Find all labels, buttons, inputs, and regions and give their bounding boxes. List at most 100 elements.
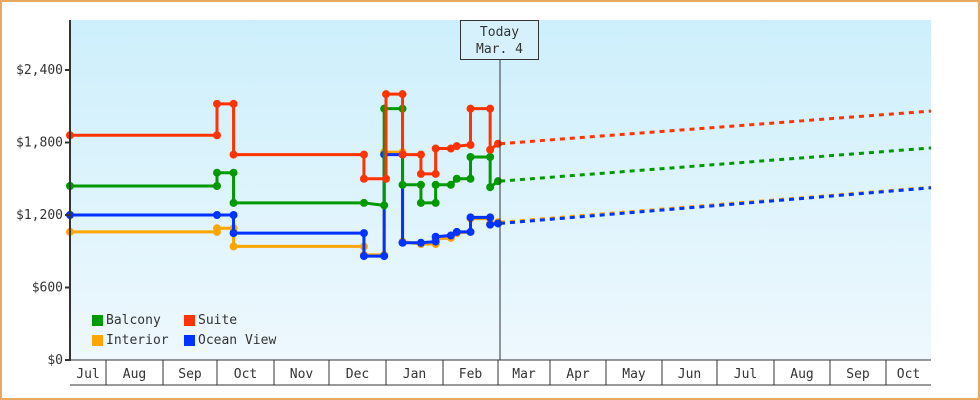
x-tick-label: Aug: [790, 367, 813, 382]
data-point-marker[interactable]: [431, 198, 440, 207]
y-tick-label: $600: [32, 281, 63, 296]
data-point-marker[interactable]: [359, 174, 368, 183]
data-point-marker[interactable]: [229, 168, 238, 177]
data-point-marker[interactable]: [359, 252, 368, 261]
data-point-marker[interactable]: [431, 144, 440, 153]
y-tick-label: $0: [47, 353, 63, 368]
data-point-marker[interactable]: [466, 213, 475, 222]
x-tick-label: Jul: [734, 367, 757, 382]
data-point-marker[interactable]: [416, 150, 425, 159]
data-point-marker[interactable]: [452, 142, 461, 151]
series-line: [70, 92, 499, 181]
legend-item-ocean-view[interactable]: Ocean View: [184, 332, 304, 348]
legend-label-balcony: Balcony: [106, 312, 161, 328]
data-point-marker[interactable]: [431, 180, 440, 189]
data-point-marker[interactable]: [446, 180, 455, 189]
data-point-marker[interactable]: [359, 229, 368, 238]
legend-swatch-ocean-view: [184, 334, 195, 346]
chart-legend: Balcony Suite Interior Ocean View: [92, 312, 304, 348]
data-point-marker[interactable]: [431, 169, 440, 178]
x-tick-label: Sep: [178, 367, 202, 382]
data-point-marker[interactable]: [416, 238, 425, 247]
data-point-marker[interactable]: [486, 213, 495, 222]
data-point-marker[interactable]: [229, 211, 238, 219]
today-label: Today: [479, 25, 520, 40]
x-tick-label: Sep: [846, 367, 870, 382]
legend-label-ocean-view: Ocean View: [198, 332, 277, 348]
data-point-marker[interactable]: [486, 104, 495, 113]
data-point-marker[interactable]: [398, 90, 407, 99]
data-point-marker[interactable]: [213, 224, 221, 233]
series-balcony: [66, 104, 932, 210]
data-point-marker[interactable]: [229, 242, 238, 251]
data-point-marker[interactable]: [398, 150, 407, 159]
data-point-marker[interactable]: [213, 211, 221, 219]
data-point-marker[interactable]: [466, 140, 475, 149]
data-point-marker[interactable]: [229, 99, 238, 108]
data-point-marker[interactable]: [213, 99, 221, 108]
x-tick-label: Dec: [346, 367, 369, 382]
legend-item-suite[interactable]: Suite: [184, 312, 304, 328]
data-point-marker[interactable]: [452, 174, 461, 183]
data-point-marker[interactable]: [486, 183, 495, 192]
x-tick-label: Oct: [897, 367, 920, 382]
projection-line: [499, 186, 932, 225]
legend-item-balcony[interactable]: Balcony: [92, 312, 184, 328]
data-point-marker[interactable]: [213, 168, 221, 177]
data-point-marker[interactable]: [380, 252, 389, 261]
x-tick-label: Jul: [76, 367, 99, 382]
data-point-marker[interactable]: [486, 145, 495, 154]
data-point-marker[interactable]: [446, 231, 455, 240]
data-point-marker[interactable]: [380, 201, 389, 210]
projection-line: [499, 109, 932, 146]
y-tick-label: $1,800: [16, 136, 63, 151]
data-point-marker[interactable]: [382, 174, 390, 183]
data-point-marker[interactable]: [359, 150, 368, 159]
data-point-marker[interactable]: [486, 153, 495, 161]
data-point-marker[interactable]: [229, 150, 238, 159]
x-tick-label: Oct: [234, 367, 257, 382]
x-tick-label: May: [622, 367, 646, 382]
data-point-marker[interactable]: [416, 198, 425, 207]
legend-swatch-balcony: [92, 314, 103, 326]
data-point-marker[interactable]: [466, 104, 475, 113]
x-tick-label: Jun: [678, 367, 701, 382]
data-point-marker[interactable]: [398, 238, 407, 247]
data-point-marker[interactable]: [416, 169, 425, 178]
data-point-marker[interactable]: [452, 227, 461, 236]
y-tick-label: $2,400: [16, 63, 63, 78]
data-point-marker[interactable]: [431, 232, 440, 241]
legend-label-interior: Interior: [106, 332, 169, 348]
data-point-marker[interactable]: [398, 180, 407, 189]
x-tick-label: Nov: [290, 367, 314, 382]
series-suite: [66, 90, 932, 183]
axes: $0 $600 $1,200 $1,800 $2,400 Jul Aug Sep Oct Nov D…: [16, 20, 931, 386]
x-tick-label: Aug: [123, 367, 146, 382]
data-point-marker[interactable]: [466, 153, 475, 161]
x-tick-label: Mar: [512, 367, 536, 382]
data-point-marker[interactable]: [229, 198, 238, 207]
data-point-marker[interactable]: [359, 198, 368, 207]
data-point-marker[interactable]: [213, 131, 221, 140]
data-point-marker[interactable]: [416, 180, 425, 189]
legend-swatch-suite: [184, 314, 195, 326]
legend-item-interior[interactable]: Interior: [92, 332, 184, 348]
today-date: Mar. 4: [476, 42, 523, 57]
data-point-marker[interactable]: [466, 174, 475, 183]
x-tick-label: Jan: [403, 367, 426, 382]
data-point-marker[interactable]: [466, 227, 475, 236]
series-ocean-view: [66, 150, 932, 261]
data-point-marker[interactable]: [486, 220, 495, 229]
today-marker-label: Today Mar. 4: [460, 20, 539, 60]
legend-swatch-interior: [92, 334, 103, 346]
series-layer: [66, 90, 932, 261]
x-tick-label: Feb: [459, 367, 483, 382]
projection-line: [499, 146, 932, 183]
y-tick-label: $1,200: [16, 208, 63, 223]
legend-label-suite: Suite: [198, 312, 238, 328]
data-point-marker[interactable]: [213, 182, 221, 190]
data-point-marker[interactable]: [229, 229, 238, 238]
data-point-marker[interactable]: [382, 90, 390, 99]
x-tick-label: Apr: [566, 367, 590, 382]
